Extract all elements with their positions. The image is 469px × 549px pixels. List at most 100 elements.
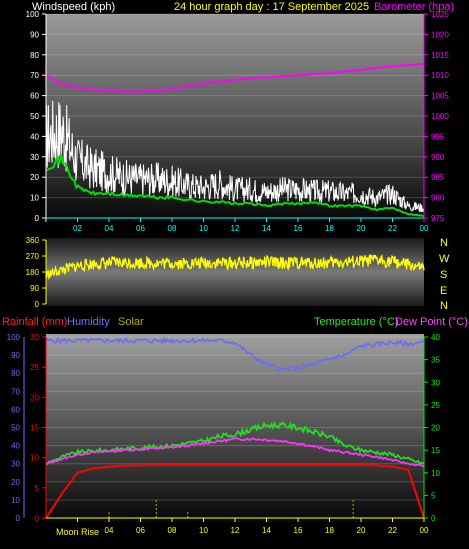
wind-y-tick-label: 90 xyxy=(30,30,39,39)
humidity-line xyxy=(45,336,425,372)
baro-y-tick-label: 1010 xyxy=(431,71,449,80)
rain-y-tick-label: 20 xyxy=(30,393,39,402)
weather-x-tick-label: 16 xyxy=(294,526,303,535)
compass-n-top: N xyxy=(440,237,448,249)
dew-point-line xyxy=(45,437,425,468)
dir-y-tick-label: 360 xyxy=(26,236,40,245)
baro-y-tick-label: 980 xyxy=(431,194,445,203)
wind-direction-line xyxy=(45,253,425,281)
wind-direction-panel xyxy=(46,238,424,306)
humidity-y-tick-label: 50 xyxy=(11,424,20,433)
baro-y-tick-label: 985 xyxy=(431,173,445,182)
humidity-y-tick-label: 30 xyxy=(11,460,20,469)
dew-point-label: Dew Point (°C) xyxy=(395,316,468,328)
humidity-y-tick-label: 0 xyxy=(16,514,21,523)
weather-x-tick-label: 00 xyxy=(420,526,429,535)
temperature-label: Temperature (°C) xyxy=(314,316,398,328)
wind-y-tick-label: 70 xyxy=(30,71,39,80)
rain-y-tick-label: 10 xyxy=(30,454,39,463)
rain-y-tick-label: 0 xyxy=(35,514,40,523)
temp-y-tick-label: 40 xyxy=(431,333,440,342)
wind-y-tick-label: 20 xyxy=(30,173,39,182)
baro-y-tick-label: 1015 xyxy=(431,51,449,60)
dir-y-tick-label: 0 xyxy=(35,300,40,309)
x-tick-label: 10 xyxy=(199,224,208,233)
dir-y-tick-label: 90 xyxy=(30,284,39,293)
x-tick-label: 22 xyxy=(388,224,397,233)
x-tick-label: 00 xyxy=(420,224,429,233)
windspeed-line xyxy=(45,100,425,213)
rain-y-tick-label: 30 xyxy=(30,333,39,342)
weather-x-tick-label: 20 xyxy=(357,526,366,535)
moonrise-label: Rise xyxy=(81,527,99,537)
baro-y-tick-label: 1020 xyxy=(431,30,449,39)
barometer-line xyxy=(45,62,425,93)
baro-y-tick-label: 995 xyxy=(431,132,445,141)
temp-y-tick-label: 15 xyxy=(431,446,440,455)
x-tick-label: 06 xyxy=(136,224,145,233)
weather-x-tick-label: 10 xyxy=(199,526,208,535)
humidity-y-tick-label: 60 xyxy=(11,405,20,414)
weather-x-tick-label: 04 xyxy=(105,526,114,535)
wind-y-tick-label: 50 xyxy=(30,112,39,121)
temp-y-tick-label: 10 xyxy=(431,469,440,478)
temp-y-tick-label: 30 xyxy=(431,378,440,387)
weather-panel xyxy=(46,334,424,522)
humidity-y-tick-label: 20 xyxy=(11,478,20,487)
rainfall-line xyxy=(45,463,425,519)
x-tick-label: 16 xyxy=(294,224,303,233)
humidity-y-tick-label: 80 xyxy=(11,369,20,378)
weather-x-tick-label: 06 xyxy=(136,526,145,535)
humidity-y-tick-label: 70 xyxy=(11,387,20,396)
weather-x-tick-label: 12 xyxy=(231,526,240,535)
x-tick-label: 08 xyxy=(168,224,177,233)
weather-x-tick-label: 18 xyxy=(325,526,334,535)
wind-panel-series xyxy=(45,62,425,217)
compass-w: W xyxy=(439,253,450,265)
temp-y-tick-label: 25 xyxy=(431,401,440,410)
wind-y-tick-label: 10 xyxy=(30,194,39,203)
dir-y-tick-label: 270 xyxy=(26,252,40,261)
wind-panel-gridlines xyxy=(46,13,424,219)
x-tick-label: 18 xyxy=(325,224,334,233)
wind-average-line xyxy=(45,154,424,217)
weather-x-tick-label: 14 xyxy=(262,526,271,535)
rain-y-tick-label: 25 xyxy=(30,363,39,372)
weather-panel-series xyxy=(45,336,425,519)
humidity-y-tick-label: 40 xyxy=(11,442,20,451)
windspeed-axis-title: Windspeed (kph) xyxy=(32,1,115,13)
weather-x-tick-label: 08 xyxy=(168,526,177,535)
rain-y-tick-label: 5 xyxy=(35,484,40,493)
x-tick-label: 14 xyxy=(262,224,271,233)
baro-y-tick-label: 990 xyxy=(431,153,445,162)
dir-y-tick-label: 180 xyxy=(26,268,40,277)
x-tick-label: 02 xyxy=(73,224,82,233)
humidity-label: Humidity xyxy=(67,316,110,328)
barometer-axis-title: Barometer (hpa) xyxy=(374,1,454,13)
temp-y-tick-label: 20 xyxy=(431,424,440,433)
temp-y-tick-label: 5 xyxy=(431,491,436,500)
baro-y-tick-label: 1000 xyxy=(431,112,449,121)
weather-x-tick-label: 22 xyxy=(388,526,397,535)
compass-n-bottom: N xyxy=(440,300,448,312)
axes: 0102030405060708090100975980985990995100… xyxy=(7,10,450,535)
moon-label: Moon xyxy=(56,527,79,537)
temp-y-tick-label: 35 xyxy=(431,356,440,365)
weather-panel-gridlines xyxy=(46,336,424,519)
rain-y-tick-label: 15 xyxy=(30,424,39,433)
chart-title: 24 hour graph day : 17 September 2025 xyxy=(174,1,369,13)
solar-label: Solar xyxy=(118,316,144,328)
x-tick-label: 20 xyxy=(357,224,366,233)
wind-y-tick-label: 30 xyxy=(30,153,39,162)
humidity-y-tick-label: 100 xyxy=(7,333,21,342)
wind-y-tick-label: 80 xyxy=(30,51,39,60)
humidity-y-tick-label: 90 xyxy=(11,351,20,360)
baro-y-tick-label: 1025 xyxy=(431,10,449,19)
x-tick-label: 12 xyxy=(231,224,240,233)
baro-y-tick-label: 975 xyxy=(431,214,445,223)
temp-y-tick-label: 0 xyxy=(431,514,436,523)
humidity-y-tick-label: 10 xyxy=(11,496,20,505)
compass-e: E xyxy=(440,285,447,297)
